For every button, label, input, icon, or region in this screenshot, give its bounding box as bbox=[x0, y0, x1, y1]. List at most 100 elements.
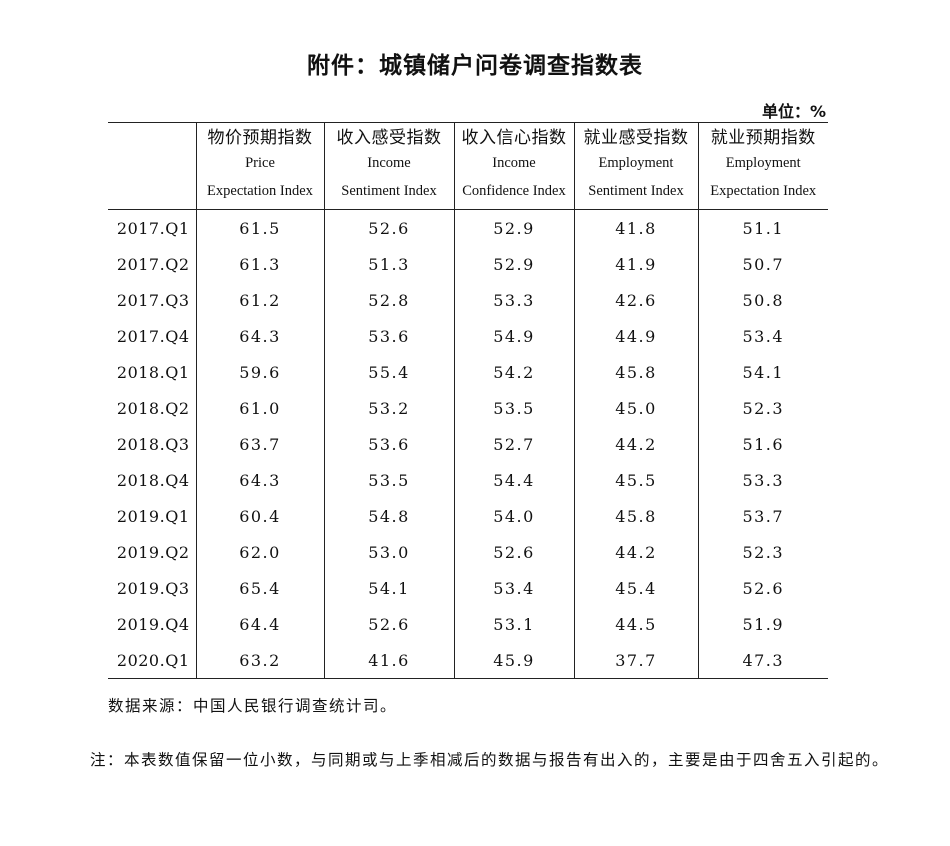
income-confidence-cell: 54.0 bbox=[453, 498, 574, 534]
price-expectation-cell: 61.5 bbox=[195, 209, 324, 246]
period-cell: 2020.Q1 bbox=[108, 642, 196, 679]
price-expectation-cell: 64.3 bbox=[195, 462, 324, 498]
period-cell: 2018.Q3 bbox=[116, 434, 190, 454]
employment-sentiment-cell: 41.8 bbox=[573, 209, 698, 246]
employment-sentiment-cell: 45.5 bbox=[573, 462, 698, 498]
income-sentiment-cell: 53.5 bbox=[323, 462, 454, 498]
employment-expectation-cell: 50.8 bbox=[697, 282, 828, 318]
table-row: 2019.Q3 65.4 54.1 53.4 45.4 52.6 bbox=[108, 570, 828, 606]
income-sentiment-cell: 52.6 bbox=[323, 209, 454, 246]
employment-expectation-cell: 53.7 bbox=[697, 498, 828, 534]
income-confidence-cell: 52.9 bbox=[453, 246, 574, 282]
income-confidence-cell: 53.5 bbox=[453, 390, 574, 426]
page-title: 附件：城镇储户问卷调查指数表 bbox=[307, 53, 643, 79]
header-en-line2: Expectation Index bbox=[710, 183, 817, 199]
header-zh: 就业预期指数 bbox=[710, 128, 816, 148]
period-cell: 2017.Q2 bbox=[116, 254, 190, 274]
income-confidence-cell: 52.6 bbox=[453, 534, 574, 570]
income-confidence-cell: 53.1 bbox=[453, 606, 574, 642]
footnote: 注：本表数值保留一位小数，与同期或与上季相减后的数据与报告有出入的，主要是由于四… bbox=[90, 751, 890, 769]
income-confidence-cell: 53.3 bbox=[453, 282, 574, 318]
table-row: 2019.Q1 60.4 54.8 54.0 45.8 53.7 bbox=[108, 498, 828, 534]
income-confidence-cell: 54.4 bbox=[453, 462, 574, 498]
price-expectation-cell: 60.4 bbox=[195, 498, 324, 534]
employment-sentiment-cell: 44.9 bbox=[573, 318, 698, 354]
table-row: 2017.Q3 61.2 52.8 53.3 42.6 50.8 bbox=[108, 282, 828, 318]
table-header-row: 物价预期指数 Price Expectation Index 收入感受指数 In… bbox=[108, 122, 828, 210]
income-confidence-cell: 54.9 bbox=[453, 318, 574, 354]
employment-expectation-cell: 53.4 bbox=[697, 318, 828, 354]
income-confidence-cell: 54.2 bbox=[453, 354, 574, 390]
employment-expectation-cell: 52.6 bbox=[697, 570, 828, 606]
employment-expectation-cell: 47.3 bbox=[697, 642, 828, 679]
header-en-line1: Employment bbox=[598, 155, 674, 171]
header-en-line1: Income bbox=[492, 155, 536, 171]
table-row: 2017.Q4 64.3 53.6 54.9 44.9 53.4 bbox=[108, 318, 828, 354]
header-price-expectation: 物价预期指数 Price Expectation Index bbox=[195, 122, 324, 210]
period-cell: 2018.Q4 bbox=[116, 470, 190, 490]
period-cell: 2017.Q1 bbox=[116, 218, 190, 238]
price-expectation-cell: 61.3 bbox=[195, 246, 324, 282]
employment-sentiment-cell: 37.7 bbox=[573, 642, 698, 679]
header-employment-sentiment: 就业感受指数 Employment Sentiment Index bbox=[573, 122, 698, 210]
table-row: 2018.Q2 61.0 53.2 53.5 45.0 52.3 bbox=[108, 390, 828, 426]
employment-sentiment-cell: 45.8 bbox=[573, 354, 698, 390]
header-en-line1: Employment bbox=[725, 155, 801, 171]
employment-sentiment-cell: 41.9 bbox=[573, 246, 698, 282]
header-en-line2: Sentiment Index bbox=[341, 183, 437, 199]
table-row: 2017.Q1 61.5 52.6 52.9 41.8 51.1 bbox=[108, 209, 828, 246]
price-expectation-cell: 63.2 bbox=[195, 642, 324, 679]
price-expectation-cell: 61.0 bbox=[195, 390, 324, 426]
price-expectation-cell: 62.0 bbox=[195, 534, 324, 570]
price-expectation-cell: 64.4 bbox=[195, 606, 324, 642]
period-cell: 2019.Q3 bbox=[116, 578, 190, 598]
period-cell: 2018.Q2 bbox=[116, 398, 190, 418]
employment-sentiment-cell: 45.4 bbox=[573, 570, 698, 606]
table-row: 2018.Q1 59.6 55.4 54.2 45.8 54.1 bbox=[108, 354, 828, 390]
period-cell: 2017.Q3 bbox=[116, 290, 190, 310]
header-en-line1: Price bbox=[245, 155, 275, 171]
unit-label: 单位：% bbox=[761, 102, 826, 121]
income-confidence-cell: 45.9 bbox=[453, 642, 574, 679]
header-income-confidence: 收入信心指数 Income Confidence Index bbox=[453, 122, 574, 210]
employment-sentiment-cell: 45.8 bbox=[573, 498, 698, 534]
income-sentiment-cell: 52.8 bbox=[323, 282, 454, 318]
income-confidence-cell: 52.9 bbox=[453, 209, 574, 246]
header-en-line2: Sentiment Index bbox=[588, 183, 684, 199]
employment-expectation-cell: 53.3 bbox=[697, 462, 828, 498]
header-employment-expectation: 就业预期指数 Employment Expectation Index bbox=[697, 122, 828, 210]
income-sentiment-cell: 53.2 bbox=[323, 390, 454, 426]
table-row: 2018.Q4 64.3 53.5 54.4 45.5 53.3 bbox=[108, 462, 828, 498]
price-expectation-cell: 65.4 bbox=[195, 570, 324, 606]
header-zh: 物价预期指数 bbox=[207, 128, 313, 148]
employment-expectation-cell: 51.1 bbox=[697, 209, 828, 246]
employment-expectation-cell: 50.7 bbox=[697, 246, 828, 282]
income-sentiment-cell: 55.4 bbox=[323, 354, 454, 390]
employment-sentiment-cell: 45.0 bbox=[573, 390, 698, 426]
employment-expectation-cell: 52.3 bbox=[697, 534, 828, 570]
income-sentiment-cell: 54.8 bbox=[323, 498, 454, 534]
header-en-line1: Income bbox=[367, 155, 411, 171]
employment-expectation-cell: 52.3 bbox=[697, 390, 828, 426]
table-row: 2018.Q3 63.7 53.6 52.7 44.2 51.6 bbox=[108, 426, 828, 462]
price-expectation-cell: 64.3 bbox=[195, 318, 324, 354]
income-sentiment-cell: 53.0 bbox=[323, 534, 454, 570]
income-confidence-cell: 53.4 bbox=[453, 570, 574, 606]
income-sentiment-cell: 54.1 bbox=[323, 570, 454, 606]
header-income-sentiment: 收入感受指数 Income Sentiment Index bbox=[323, 122, 454, 210]
income-sentiment-cell: 53.6 bbox=[323, 426, 454, 462]
period-cell: 2019.Q2 bbox=[116, 542, 190, 562]
table-row: 2020.Q1 63.2 41.6 45.9 37.7 47.3 bbox=[108, 642, 828, 679]
employment-expectation-cell: 54.1 bbox=[697, 354, 828, 390]
header-en-line2: Confidence Index bbox=[462, 183, 566, 199]
table-row: 2019.Q4 64.4 52.6 53.1 44.5 51.9 bbox=[108, 606, 828, 642]
header-period bbox=[108, 123, 196, 210]
index-table: 物价预期指数 Price Expectation Index 收入感受指数 In… bbox=[108, 122, 828, 679]
period-cell: 2017.Q4 bbox=[116, 326, 190, 346]
table-body: 2017.Q1 61.5 52.6 52.9 41.8 51.1 2017.Q2 61.3 5… bbox=[108, 209, 828, 679]
period-cell: 2019.Q1 bbox=[116, 506, 190, 526]
table-row: 2017.Q2 61.3 51.3 52.9 41.9 50.7 bbox=[108, 246, 828, 282]
employment-sentiment-cell: 44.2 bbox=[573, 426, 698, 462]
income-sentiment-cell: 53.6 bbox=[323, 318, 454, 354]
data-source-note: 数据来源：中国人民银行调查统计司。 bbox=[108, 697, 398, 715]
